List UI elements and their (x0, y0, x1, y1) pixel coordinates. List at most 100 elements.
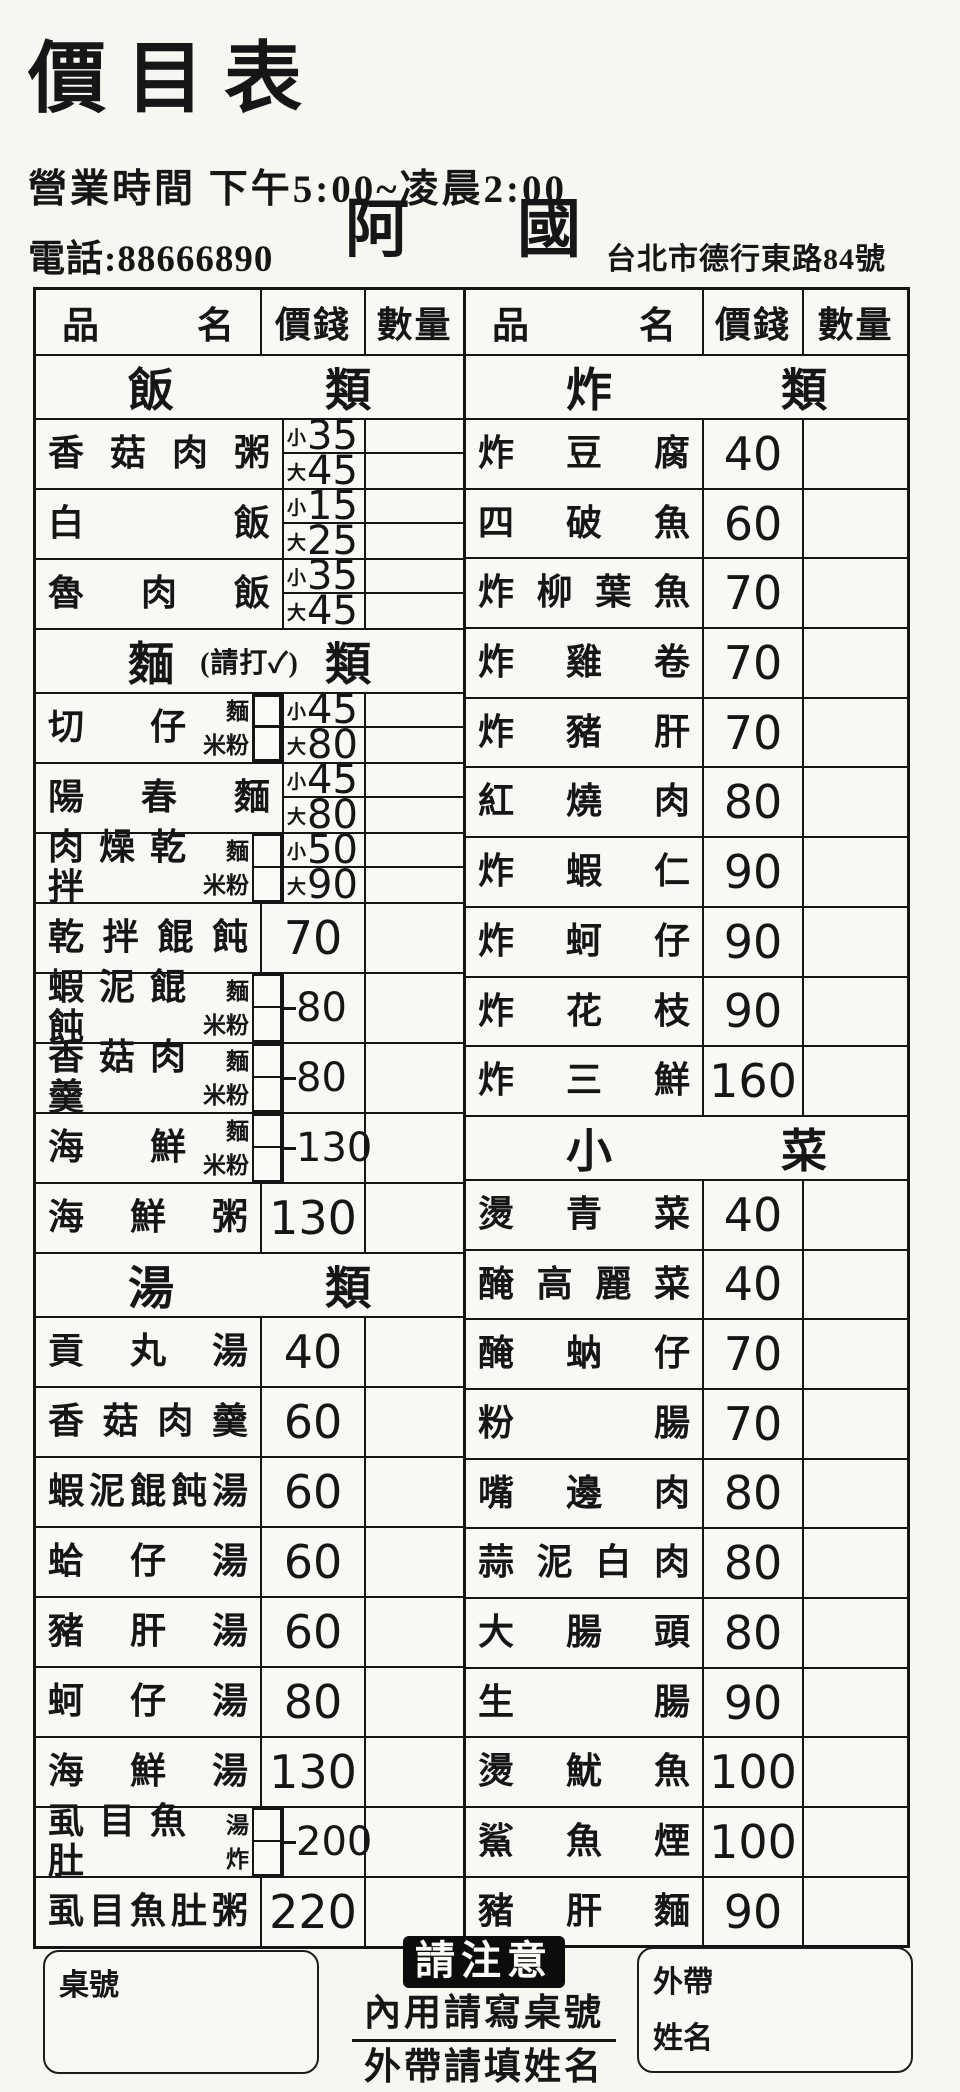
item-name-cell: 貢丸湯 (36, 1318, 262, 1386)
quantity-cell[interactable] (804, 559, 907, 627)
variant-checkbox-top[interactable] (252, 974, 282, 1008)
quantity-cell[interactable] (804, 629, 907, 697)
variant-checkbox-top[interactable] (252, 1808, 282, 1842)
variant-checkbox-top[interactable] (252, 694, 282, 728)
menu-row: 炸柳葉魚 70 (466, 557, 907, 628)
item-name-cell: 蝦泥餛飩麵米粉 (36, 968, 284, 1047)
category-band-text: (請打✓) (200, 648, 299, 679)
item-name: 魯肉飯 (48, 573, 270, 614)
quantity-cell[interactable] (804, 420, 907, 488)
name-label: 姓名 (653, 2022, 713, 2055)
variant-checkbox-bottom[interactable] (252, 1842, 282, 1876)
variant-checkbox-top[interactable] (252, 1114, 282, 1148)
category-band: 小菜 (466, 1114, 907, 1179)
quantity-cell-small[interactable] (366, 834, 463, 868)
item-price-cell: 80 (704, 1599, 804, 1667)
quantity-cell[interactable] (366, 1528, 463, 1596)
restaurant-name-char: 阿 (345, 194, 409, 265)
quantity-cell[interactable] (804, 1320, 907, 1388)
quantity-cell[interactable] (804, 1738, 907, 1806)
quantity-cell-small[interactable] (366, 694, 463, 728)
quantity-cell[interactable] (804, 838, 907, 906)
quantity-cell[interactable] (366, 1808, 463, 1876)
item-name: 貢丸湯 (48, 1331, 248, 1372)
menu-row: 紅燒肉 80 (466, 766, 907, 837)
quantity-cell-large[interactable] (366, 524, 463, 558)
quantity-cell-large[interactable] (366, 798, 463, 832)
variant-checkbox-bottom[interactable] (252, 728, 282, 762)
variant-checkbox-top[interactable] (252, 834, 282, 868)
quantity-cell[interactable] (366, 1044, 463, 1112)
price-value: 90 (723, 914, 783, 969)
quantity-cell[interactable] (366, 1114, 463, 1182)
takeout-box[interactable]: 外帶 姓名 (637, 1947, 913, 2073)
quantity-cell-large[interactable] (366, 594, 463, 628)
quantity-cell[interactable] (366, 1598, 463, 1666)
variant-checkbox-bottom[interactable] (252, 1078, 282, 1112)
quantity-cell-large[interactable] (366, 454, 463, 488)
item-price: 100 (704, 1808, 802, 1876)
item-price-small: 小 45 (284, 690, 364, 730)
quantity-cell[interactable] (804, 1460, 907, 1528)
quantity-cell[interactable] (804, 1599, 907, 1667)
price-value: 50 (307, 827, 358, 873)
quantity-cell[interactable] (366, 1668, 463, 1736)
category-band-text: 麵 (128, 639, 174, 690)
quantity-cell[interactable] (804, 1669, 907, 1737)
item-price-cell: 70 (704, 698, 804, 767)
restaurant-name-char: 國 (517, 194, 581, 265)
quantity-cell[interactable] (366, 1738, 463, 1806)
quantity-cell[interactable] (804, 978, 907, 1046)
quantity-cell-small[interactable] (366, 420, 463, 454)
variant-checkbox-bottom[interactable] (252, 1148, 282, 1182)
quantity-cell[interactable] (804, 1181, 907, 1249)
column-header-item-char: 名 (197, 306, 234, 347)
price-value: 80 (296, 1055, 347, 1101)
item-price-cell: 小 35 大 45 (284, 416, 366, 491)
quantity-cell[interactable] (366, 1318, 463, 1386)
item-name: 蝦泥餛飩湯 (48, 1471, 248, 1512)
size-prefix: 小 (287, 567, 307, 589)
menu-row: 白飯小 15 大 25 (36, 486, 463, 561)
price-value: 60 (283, 1535, 343, 1589)
quantity-cell[interactable] (366, 904, 463, 972)
item-price-small: 小 45 (284, 760, 364, 800)
item-price: 90 (704, 978, 802, 1046)
quantity-cell[interactable] (804, 1390, 907, 1458)
item-name: 蒜泥白肉 (478, 1542, 690, 1583)
quantity-cell-large[interactable] (366, 868, 463, 902)
quantity-cell[interactable] (366, 1388, 463, 1456)
category-band-text: 類 (325, 639, 371, 690)
quantity-cell[interactable] (804, 1529, 907, 1597)
table-number-label: 桌號 (59, 1969, 119, 2002)
item-price-cell: 70 (262, 904, 366, 972)
item-price-cell: 小 45 大 80 (284, 690, 366, 765)
item-name-cell: 炸三鮮 (466, 1047, 704, 1115)
quantity-cell-small[interactable] (366, 764, 463, 798)
quantity-cell[interactable] (804, 1878, 907, 1946)
item-price: 90 (704, 908, 802, 976)
quantity-cell[interactable] (804, 490, 907, 558)
quantity-cell-small[interactable] (366, 490, 463, 524)
size-prefix: 小 (287, 497, 307, 519)
item-name: 蝦泥餛飩 (48, 967, 186, 1047)
variant-checkbox-bottom[interactable] (252, 868, 282, 902)
quantity-cell[interactable] (804, 768, 907, 836)
quantity-cell[interactable] (804, 908, 907, 976)
quantity-cell[interactable] (366, 1184, 463, 1252)
variant-checkbox-top[interactable] (252, 1044, 282, 1078)
quantity-cell[interactable] (804, 1808, 907, 1876)
quantity-cell-small[interactable] (366, 560, 463, 594)
price-value: 130 (269, 1745, 357, 1799)
column-header-item-char: 品 (62, 306, 99, 347)
variant-label: 麵 (226, 838, 249, 864)
table-number-box[interactable]: 桌號 (43, 1950, 319, 2074)
quantity-cell[interactable] (366, 1458, 463, 1526)
variant-checkbox-bottom[interactable] (252, 1008, 282, 1042)
quantity-cell[interactable] (366, 974, 463, 1042)
quantity-cell-large[interactable] (366, 728, 463, 762)
quantity-cell[interactable] (804, 1251, 907, 1319)
quantity-cell[interactable] (804, 1047, 907, 1115)
variant-label: 麵 (226, 698, 249, 724)
quantity-cell[interactable] (804, 699, 907, 767)
